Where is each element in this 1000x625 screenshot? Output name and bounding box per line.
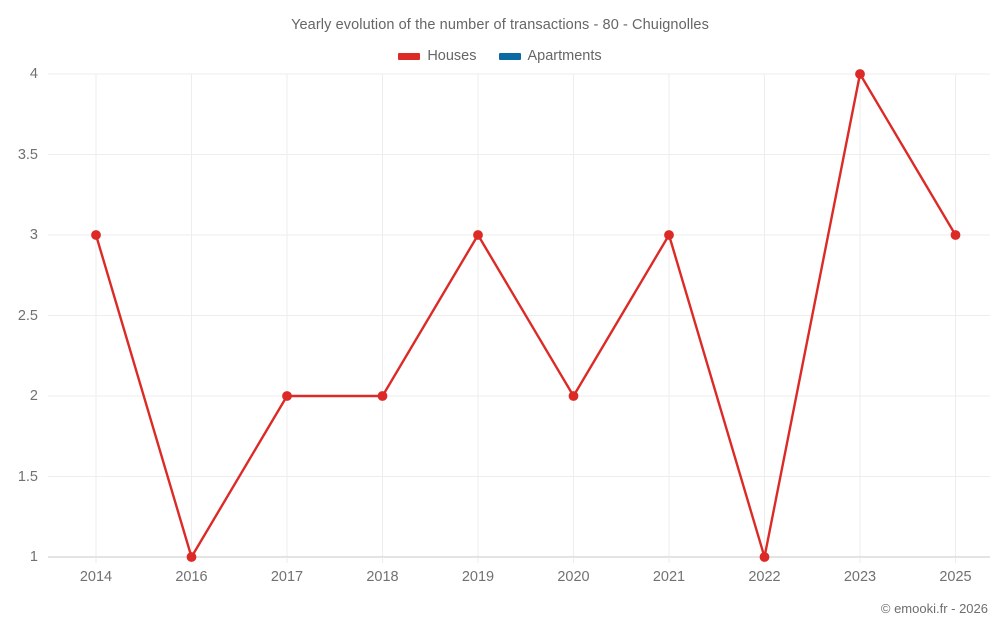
legend-label-houses: Houses	[427, 48, 477, 64]
x-axis-tick-label: 2017	[270, 569, 304, 585]
x-axis-tick-label: 2023	[843, 569, 877, 585]
x-tick-marks	[95, 557, 956, 563]
y-gridlines	[48, 73, 990, 477]
x-axis-tick-label: 2019	[461, 569, 495, 585]
y-axis-tick-label: 4	[29, 66, 38, 82]
legend-label-apartments: Apartments	[527, 48, 602, 64]
y-axis-tick-label: 3.5	[17, 146, 38, 163]
y-axis-tick-label: 1.5	[17, 468, 38, 485]
x-axis-tick-label: 2014	[79, 569, 113, 585]
y-axis-tick-label: 3	[29, 227, 38, 243]
series-houses-line	[94, 72, 957, 559]
x-axis-tick-label: 2021	[652, 569, 686, 585]
x-axis-tick-label: 2016	[175, 569, 208, 585]
series-houses-markers	[91, 69, 961, 562]
x-gridlines	[95, 74, 956, 557]
y-axis-tick-label: 1	[29, 549, 38, 565]
legend-item-apartments[interactable]: Apartments	[498, 48, 602, 64]
x-axis-tick-label: 2022	[748, 569, 781, 585]
x-axis-tick-label: 2018	[366, 569, 399, 585]
y-axis-tick-label: 2	[29, 388, 38, 404]
x-axis-tick-label: 2020	[557, 569, 590, 585]
legend-swatch-apartments-icon	[498, 52, 521, 60]
legend-swatch-houses-icon	[398, 52, 421, 60]
legend-item-houses[interactable]: Houses	[398, 48, 477, 64]
chart-legend: Houses Apartments	[0, 45, 1000, 67]
footer-credit: © emooki.fr - 2026	[880, 601, 988, 616]
x-axis-tick-label: 2025	[939, 569, 972, 585]
y-axis-tick-label: 2.5	[17, 307, 38, 324]
chart-title: Yearly evolution of the number of transa…	[291, 17, 709, 33]
